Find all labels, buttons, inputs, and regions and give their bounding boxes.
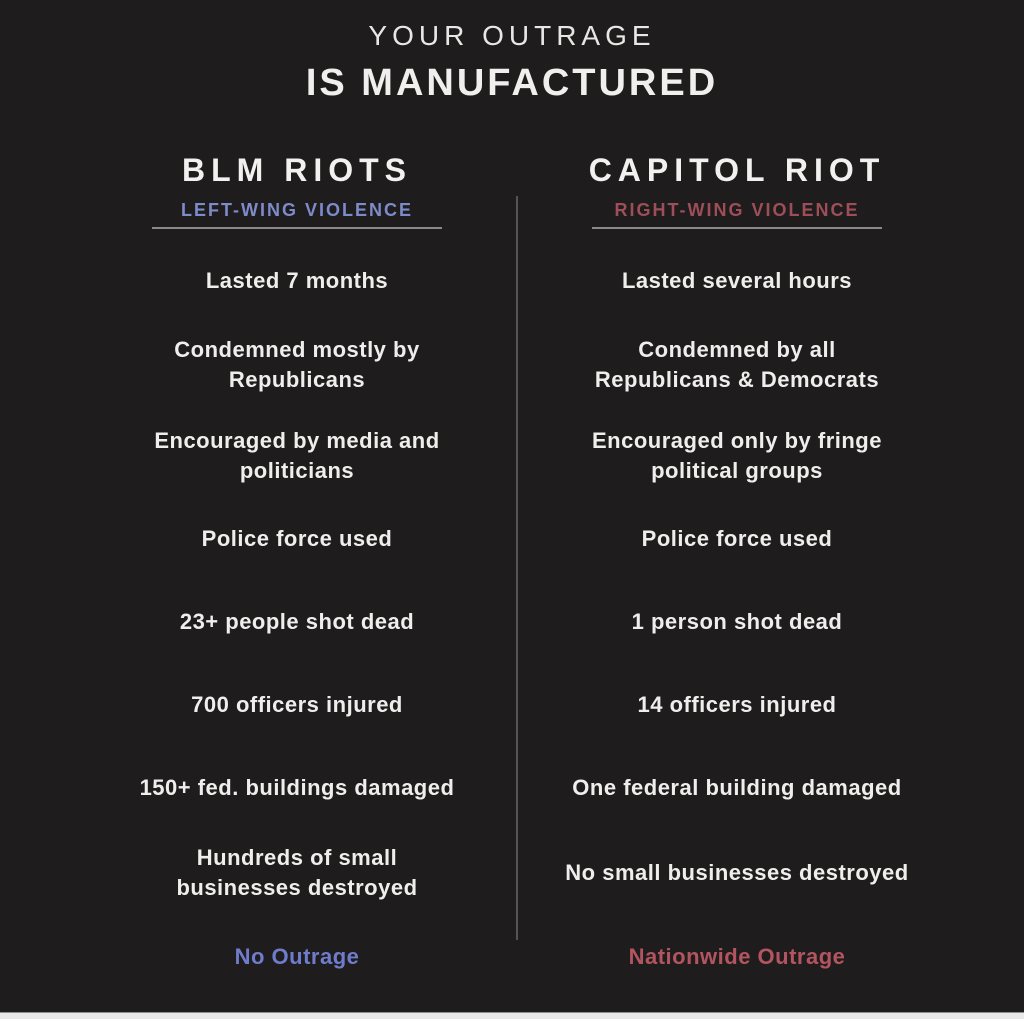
column-right-header: CAPITOL RIOT [588,152,886,188]
comparison-item-right-encouraged: Encouraged only by fringe political grou… [592,428,882,483]
header-underline [592,227,882,229]
comparison-item-right-officers-injured: 14 officers injured [637,692,837,717]
bottom-edge-strip [0,1012,1024,1019]
comparison-item-right-police: Police force used [641,526,833,551]
comparison-item-left-buildings-damaged: 150+ fed. buildings damaged [139,775,455,800]
column-left-header: BLM RIOTS [182,152,412,188]
comparison-item-left-officers-injured: 700 officers injured [191,692,403,717]
comparison-item-left-encouraged: Encouraged by media and politicians [154,428,440,483]
comparison-item-right-buildings-damaged: One federal building damaged [572,775,902,800]
comparison-item-right-businesses: No small businesses destroyed [565,860,909,885]
column-left-subtitle: LEFT-WING VIOLENCE [181,200,413,220]
column-blm-riots: BLM RIOTS LEFT-WING VIOLENCE Lasted 7 mo… [60,0,534,1019]
comparison-item-left-duration: Lasted 7 months [205,268,389,293]
comparison-item-left-police: Police force used [201,526,393,551]
header-underline [152,227,442,229]
column-right-subtitle: RIGHT-WING VIOLENCE [614,200,860,220]
column-divider [516,196,518,940]
comparison-item-left-businesses: Hundreds of small businesses destroyed [176,845,418,900]
column-right-footer: Nationwide Outrage [628,944,846,969]
comparison-item-right-condemned: Condemned by all Republicans & Democrats [594,337,880,392]
comparison-item-left-shot-dead: 23+ people shot dead [179,609,415,634]
title-line-2: IS MANUFACTURED [305,62,719,104]
title-line-1: YOUR OUTRAGE [368,20,656,51]
column-capitol-riot: CAPITOL RIOT RIGHT-WING VIOLENCE Lasted … [510,0,964,1019]
comparison-item-left-condemned: Condemned mostly by Republicans [174,337,420,392]
comparison-item-right-duration: Lasted several hours [621,268,853,293]
comparison-item-right-shot-dead: 1 person shot dead [631,609,843,634]
column-left-footer: No Outrage [234,944,360,969]
